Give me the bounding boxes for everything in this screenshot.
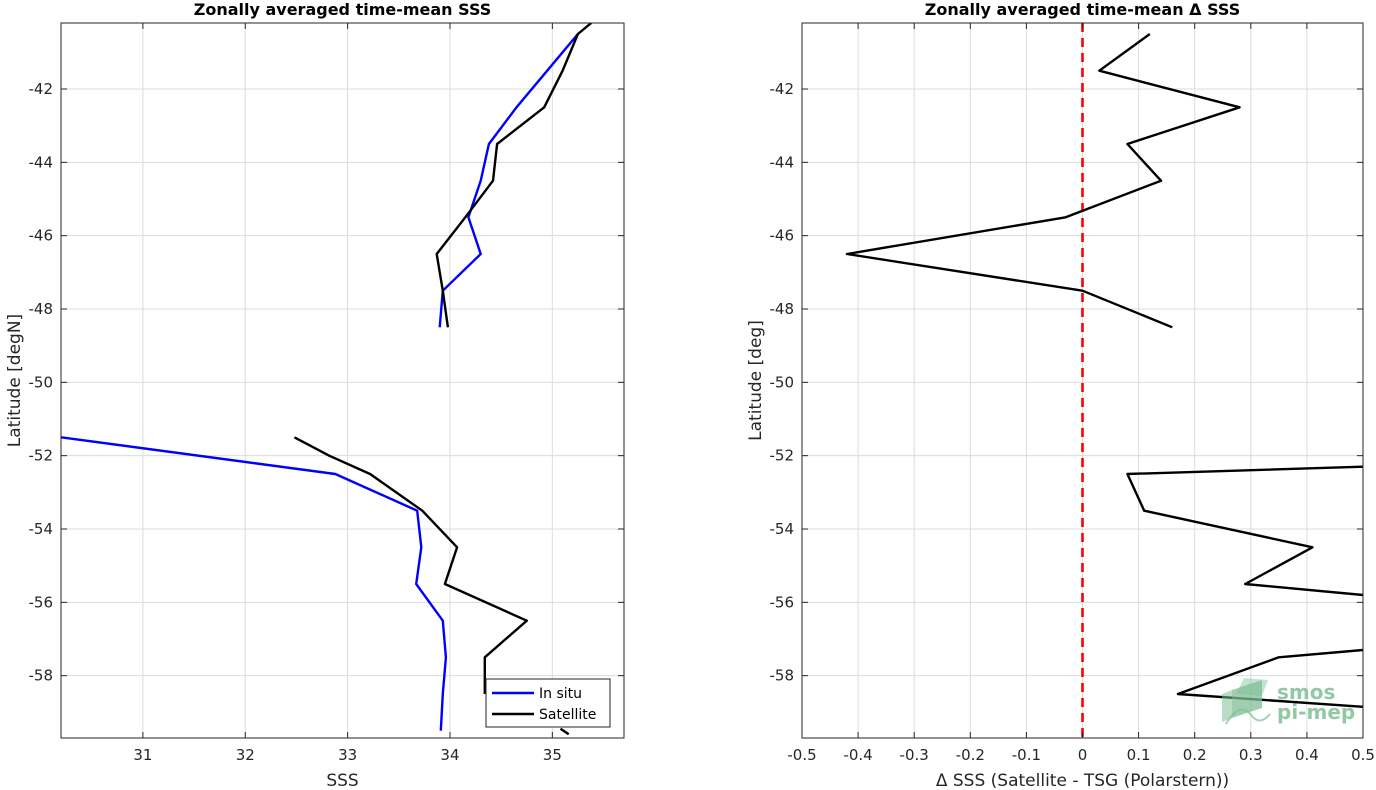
legend: In situ Satellite bbox=[485, 678, 611, 728]
series-line-delta-sss bbox=[1126, 465, 1363, 597]
y-tick-label: -54 bbox=[770, 520, 795, 538]
y-tick-label: -58 bbox=[770, 667, 795, 685]
y-tick-label: -54 bbox=[29, 520, 54, 538]
x-tick-label: -0.5 bbox=[787, 746, 816, 764]
series-line-satellite bbox=[435, 23, 592, 328]
x-tick-label: 35 bbox=[543, 746, 562, 764]
x-tick-label: -0.1 bbox=[1012, 746, 1041, 764]
y-tick-label: -56 bbox=[29, 593, 54, 611]
y-tick-label: -44 bbox=[29, 153, 54, 171]
series-line-in-situ bbox=[438, 33, 579, 328]
legend-box bbox=[485, 678, 611, 728]
x-tick-label: 0.1 bbox=[1127, 746, 1151, 764]
x-tick-label: 32 bbox=[236, 746, 255, 764]
x-tick-label: -0.4 bbox=[843, 746, 872, 764]
x-tick-label: 0.3 bbox=[1239, 746, 1263, 764]
y-tick-label: -48 bbox=[770, 300, 795, 318]
y-tick-label: -46 bbox=[29, 227, 54, 245]
y-tick-label: -42 bbox=[29, 80, 54, 98]
y-tick-label: -56 bbox=[770, 593, 795, 611]
plot-area bbox=[60, 22, 625, 739]
y-tick-label: -44 bbox=[770, 153, 795, 171]
y-tick-label: -42 bbox=[770, 80, 795, 98]
y-tick-label: -50 bbox=[29, 373, 54, 391]
x-axis-label: SSS bbox=[326, 771, 358, 790]
x-axis-label: Δ SSS (Satellite - TSG (Polarstern)) bbox=[936, 771, 1229, 790]
logo-cube-face bbox=[1236, 678, 1268, 696]
chart-title: Zonally averaged time-mean SSS bbox=[194, 0, 492, 19]
series-line-delta-sss bbox=[845, 33, 1241, 329]
y-axis-label: Latitude [deg] bbox=[746, 320, 766, 441]
x-tick-label: 0.5 bbox=[1351, 746, 1375, 764]
logo-cube-face bbox=[1222, 690, 1232, 722]
x-tick-label: 31 bbox=[133, 746, 152, 764]
sss-profile-panel: 31 32 33 34 35 -42 -44 -46 -48 -50 -52 -54 -56 -58 Zon… bbox=[5, 0, 625, 790]
x-tick-label: 0.4 bbox=[1295, 746, 1319, 764]
series-line-in-situ bbox=[61, 436, 448, 731]
series-line-delta-sss bbox=[1176, 648, 1363, 708]
logo-cube-face bbox=[1232, 680, 1262, 718]
series-line-satellite bbox=[559, 727, 570, 736]
series-group bbox=[61, 23, 592, 736]
x-tick-label: -0.3 bbox=[900, 746, 929, 764]
delta-sss-panel: -0.5 -0.4 -0.3 -0.2 -0.1 0 0.1 0.2 0.3 0.4 0.5 -42 -… bbox=[746, 0, 1375, 790]
x-tick-label: 34 bbox=[440, 746, 459, 764]
x-tick-label: 0.2 bbox=[1183, 746, 1207, 764]
y-tick-label: -50 bbox=[770, 373, 795, 391]
series-line-satellite bbox=[293, 436, 528, 694]
y-tick-label: -52 bbox=[29, 447, 54, 465]
legend-label: In situ bbox=[539, 686, 582, 702]
logo-wave bbox=[1225, 708, 1271, 725]
y-tick-label: -52 bbox=[770, 447, 795, 465]
series-group bbox=[845, 33, 1363, 708]
logo-text-smos: smos bbox=[1277, 680, 1335, 704]
x-tick-label: 33 bbox=[338, 746, 357, 764]
y-tick-label: -48 bbox=[29, 300, 54, 318]
chart-title: Zonally averaged time-mean Δ SSS bbox=[925, 0, 1241, 19]
y-axis-label: Latitude [degN] bbox=[5, 314, 25, 447]
logo-text-pi-mep: pi-mep bbox=[1277, 700, 1355, 724]
y-tick-label: -58 bbox=[29, 667, 54, 685]
plot-border bbox=[60, 22, 625, 739]
x-tick-label: 0 bbox=[1078, 746, 1088, 764]
legend-label: Satellite bbox=[539, 707, 596, 723]
x-tick-label: -0.2 bbox=[956, 746, 985, 764]
y-tick-label: -46 bbox=[770, 227, 795, 245]
